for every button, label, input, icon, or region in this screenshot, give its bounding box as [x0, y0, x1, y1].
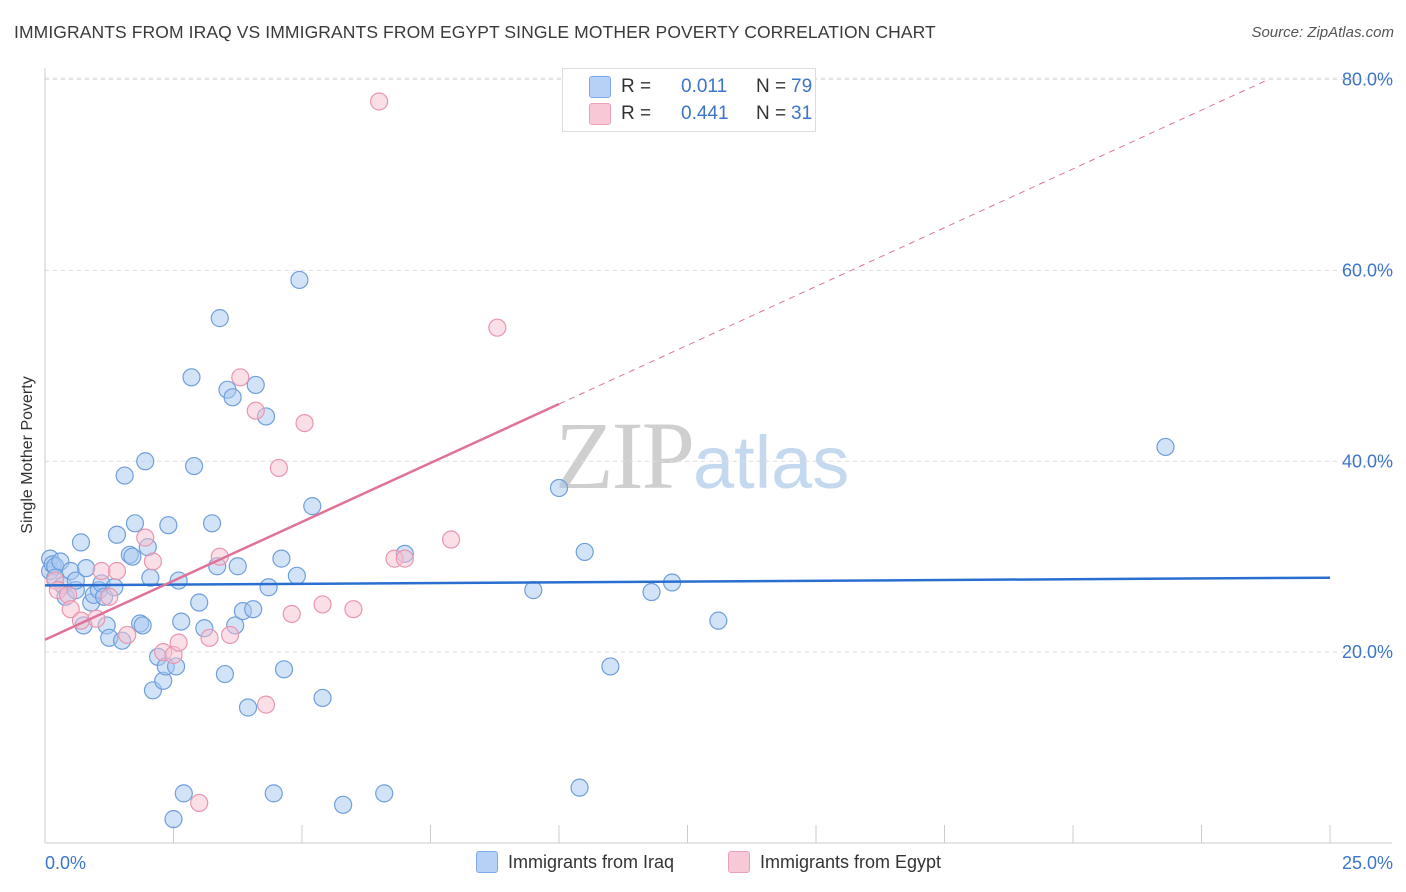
iraq-point	[238, 698, 258, 717]
egypt-point	[395, 549, 414, 568]
egypt-point	[118, 625, 137, 645]
egypt-point	[256, 695, 276, 714]
iraq-point	[107, 525, 127, 544]
legend-item-egypt[interactable]: Immigrants from Egypt	[728, 851, 941, 873]
iraq-point	[272, 549, 291, 568]
egypt-point	[282, 604, 301, 624]
iraq-point	[172, 612, 191, 631]
egypt-point	[344, 600, 363, 619]
legend-iraq-swatch	[476, 851, 498, 873]
iraq-point	[71, 533, 91, 552]
egypt-point	[100, 587, 119, 606]
egypt-point	[231, 368, 250, 387]
egypt-point	[92, 561, 111, 581]
iraq-point	[334, 795, 353, 814]
watermark-atlas: atlas	[693, 421, 850, 504]
iraq-point	[202, 514, 222, 533]
egypt-point	[220, 625, 240, 645]
stats-legend: R = 0.011 N = 79 R = 0.441 N = 31	[562, 68, 816, 132]
iraq-point	[115, 466, 134, 485]
iraq-point	[159, 516, 178, 535]
iraq-point	[244, 600, 263, 619]
iraq-point	[264, 784, 283, 803]
x-tick-label: 0.0%	[45, 853, 86, 873]
legend-egypt-swatch	[728, 851, 750, 873]
egypt-point	[61, 600, 80, 619]
egypt-point	[143, 552, 163, 571]
iraq-point	[601, 657, 620, 676]
iraq-point	[215, 664, 234, 684]
egypt-swatch	[589, 103, 611, 125]
iraq-point	[246, 375, 265, 395]
egypt-point	[169, 633, 188, 652]
iraq-point	[259, 578, 278, 597]
legend-iraq-label: Immigrants from Iraq	[508, 851, 675, 872]
source-label: Source: ZipAtlas.com	[1251, 24, 1394, 41]
iraq-point	[524, 581, 543, 600]
iraq-point	[210, 309, 229, 328]
iraq-point	[570, 778, 589, 797]
y-tick-label: 60.0%	[1342, 260, 1393, 280]
iraq-n-value: 79	[791, 76, 813, 97]
iraq-point	[287, 566, 306, 585]
egypt-n-label: N =	[756, 103, 787, 124]
iraq-point	[164, 810, 183, 829]
iraq-point	[313, 688, 332, 708]
iraq-point	[709, 611, 728, 630]
iraq-point	[274, 660, 294, 679]
iraq-n-label: N =	[756, 76, 787, 97]
legend-egypt-label: Immigrants from Egypt	[760, 851, 942, 872]
watermark: ZIPatlas	[555, 400, 849, 511]
y-tick-label: 40.0%	[1342, 451, 1393, 471]
egypt-point	[190, 793, 209, 813]
egypt-point	[269, 458, 288, 478]
egypt-n-value: 31	[791, 103, 813, 124]
egypt-point	[370, 92, 389, 111]
iraq-point	[184, 456, 204, 476]
iraq-point	[228, 557, 247, 576]
egypt-trend-extension	[558, 79, 1269, 405]
iraq-point	[642, 582, 661, 602]
egypt-point	[107, 561, 127, 581]
egypt-point	[488, 318, 507, 337]
legend-item-iraq[interactable]: Immigrants from Iraq	[476, 851, 674, 873]
y-tick-label: 80.0%	[1342, 70, 1393, 90]
iraq-point	[575, 542, 594, 562]
egypt-trend-line	[44, 402, 560, 641]
iraq-point	[303, 497, 322, 516]
iraq-point	[375, 784, 394, 803]
egypt-r-value: 0.441	[681, 103, 729, 124]
iraq-point	[123, 547, 142, 566]
egypt-point	[136, 528, 155, 547]
iraq-point	[136, 452, 155, 471]
egypt-point	[246, 401, 265, 420]
x-tick-label: 25.0%	[1342, 853, 1393, 873]
egypt-r-label: R =	[621, 103, 652, 124]
iraq-point	[290, 270, 309, 290]
iraq-swatch	[589, 76, 611, 98]
iraq-point	[133, 616, 152, 635]
egypt-point	[200, 628, 219, 647]
egypt-point	[313, 595, 332, 614]
egypt-point	[441, 530, 461, 549]
iraq-r-label: R =	[621, 76, 652, 97]
iraq-point	[549, 478, 569, 498]
egypt-point	[295, 413, 314, 433]
iraq-point	[77, 559, 96, 578]
iraq-point	[125, 514, 145, 533]
iraq-point	[223, 388, 242, 407]
watermark-zip: ZIP	[555, 402, 695, 509]
chart-title: IMMIGRANTS FROM IRAQ VS IMMIGRANTS FROM …	[14, 22, 936, 42]
iraq-r-value: 0.011	[681, 76, 728, 97]
series-legend: Immigrants from Iraq Immigrants from Egy…	[0, 851, 1406, 877]
y-tick-label: 20.0%	[1342, 642, 1393, 662]
iraq-point	[1156, 437, 1175, 457]
iraq-point	[190, 593, 209, 612]
iraq-point	[182, 368, 201, 387]
iraq-trend-line	[44, 576, 1331, 587]
y-axis-label: Single Mother Poverty	[19, 376, 36, 534]
iraq-point	[174, 784, 193, 803]
